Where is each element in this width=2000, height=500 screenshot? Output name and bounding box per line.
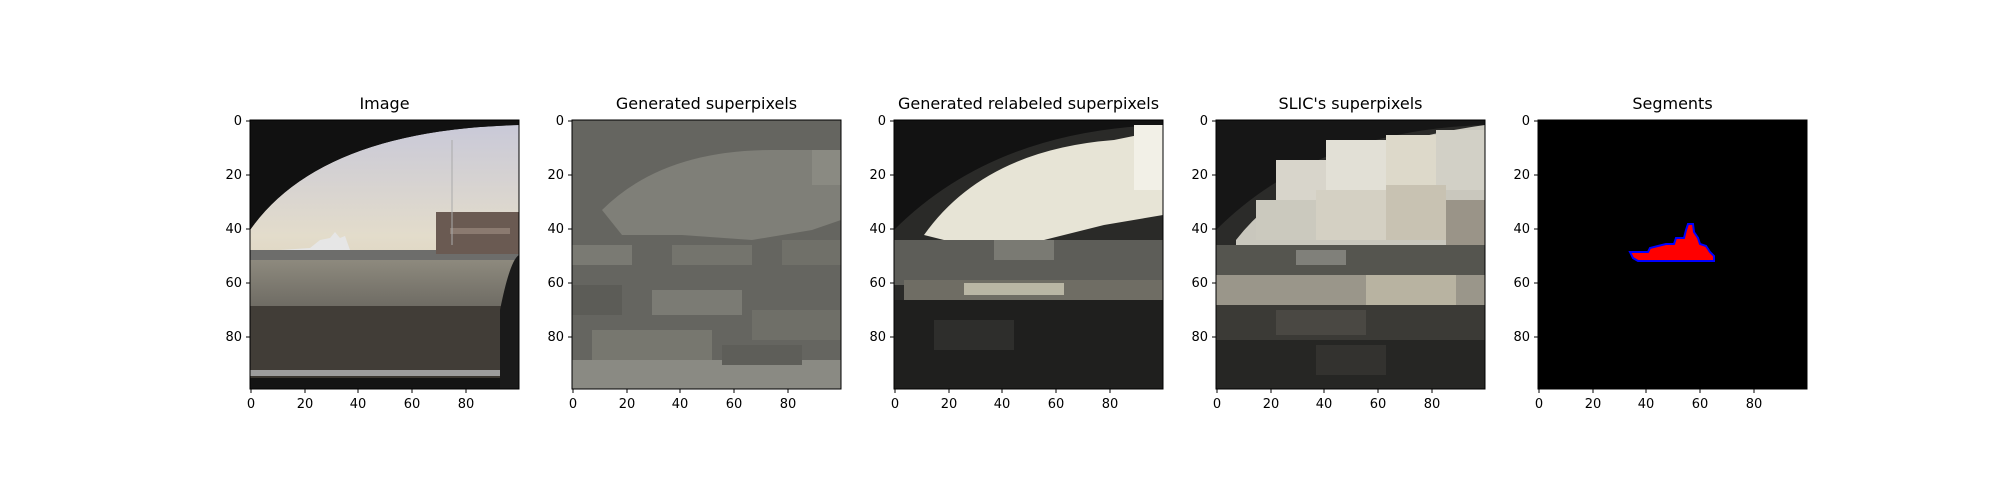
x-axis: 0 20 40 60 80 — [891, 389, 1118, 412]
x-tick-label: 40 — [350, 397, 367, 412]
y-tick-label: 40 — [1513, 222, 1530, 237]
y-tick-label: 40 — [1191, 222, 1208, 237]
superpixel-map — [894, 120, 1163, 389]
x-tick-label: 40 — [1638, 397, 1655, 412]
y-tick-label: 0 — [556, 114, 564, 129]
boat-segment — [1628, 223, 1715, 262]
y-tick-label: 80 — [1513, 330, 1530, 345]
y-axis: 0 20 40 60 80 — [869, 114, 894, 345]
panel-title: Generated relabeled superpixels — [897, 94, 1160, 113]
x-tick-label: 80 — [780, 397, 797, 412]
y-tick-label: 60 — [869, 276, 886, 291]
x-axis: 0 20 40 60 80 — [1535, 389, 1762, 412]
relabeled-superpixels-plot: 0 20 40 60 80 0 20 40 60 80 — [869, 114, 1164, 412]
y-tick-label: 20 — [547, 168, 564, 183]
x-axis: 0 20 40 60 80 — [569, 389, 796, 412]
y-tick-label: 0 — [1200, 114, 1208, 129]
y-tick-label: 60 — [1513, 276, 1530, 291]
y-axis: 0 20 40 60 80 — [547, 114, 572, 345]
x-tick-label: 0 — [1535, 397, 1543, 412]
x-axis: 0 20 40 60 80 — [247, 389, 474, 412]
x-tick-label: 0 — [569, 397, 577, 412]
panel-generated-superpixels: Generated superpixels 0 20 40 — [522, 0, 842, 500]
generated-superpixels-plot: 0 20 40 60 80 0 20 40 60 80 — [547, 114, 842, 412]
x-tick-label: 0 — [1213, 397, 1221, 412]
panel-title: Image — [359, 94, 410, 113]
y-tick-label: 20 — [1191, 168, 1208, 183]
y-tick-label: 0 — [1522, 114, 1530, 129]
superpixel-map — [572, 120, 841, 389]
axes-frame — [1215, 119, 1486, 390]
x-tick-label: 60 — [726, 397, 743, 412]
photo — [250, 120, 519, 389]
y-axis: 0 20 40 60 80 — [1513, 114, 1538, 345]
axes-frame — [1537, 119, 1808, 390]
x-tick-label: 40 — [994, 397, 1011, 412]
y-tick-label: 40 — [225, 222, 242, 237]
axes-frame — [571, 119, 842, 390]
y-tick-label: 60 — [1191, 276, 1208, 291]
panel-segments: Segments 0 20 40 60 80 0 20 40 60 80 — [1488, 0, 1808, 500]
panel-slic-superpixels: SLIC's superpixels — [1166, 0, 1486, 500]
y-tick-label: 80 — [225, 330, 242, 345]
y-axis: 0 20 40 60 80 — [225, 114, 250, 345]
x-tick-label: 80 — [1424, 397, 1441, 412]
y-tick-label: 0 — [234, 114, 242, 129]
y-tick-label: 80 — [1191, 330, 1208, 345]
y-tick-label: 0 — [878, 114, 886, 129]
x-tick-label: 60 — [1048, 397, 1065, 412]
x-tick-label: 40 — [1316, 397, 1333, 412]
x-tick-label: 20 — [1263, 397, 1280, 412]
x-axis: 0 20 40 60 80 — [1213, 389, 1440, 412]
axes-frame — [893, 119, 1164, 390]
x-tick-label: 40 — [672, 397, 689, 412]
x-tick-label: 0 — [891, 397, 899, 412]
x-tick-label: 80 — [458, 397, 475, 412]
x-tick-label: 0 — [247, 397, 255, 412]
y-tick-label: 40 — [869, 222, 886, 237]
panel-title: SLIC's superpixels — [1278, 94, 1423, 113]
y-tick-label: 60 — [225, 276, 242, 291]
x-tick-label: 80 — [1102, 397, 1119, 412]
panel-image: Image — [200, 0, 520, 500]
y-tick-label: 20 — [225, 168, 242, 183]
panel-generated-relabeled-superpixels: Generated relabeled superpixels 0 20 40 … — [844, 0, 1164, 500]
y-tick-label: 20 — [869, 168, 886, 183]
x-tick-label: 20 — [941, 397, 958, 412]
superpixel-map — [1216, 120, 1485, 389]
panel-title: Generated superpixels — [615, 94, 798, 113]
y-axis: 0 20 40 60 80 — [1191, 114, 1216, 345]
y-tick-label: 80 — [869, 330, 886, 345]
y-tick-label: 40 — [547, 222, 564, 237]
y-tick-label: 20 — [1513, 168, 1530, 183]
x-tick-label: 20 — [1585, 397, 1602, 412]
slic-superpixels-plot: 0 20 40 60 80 0 20 40 60 80 — [1191, 114, 1486, 412]
segments-plot: 0 20 40 60 80 0 20 40 60 80 — [1513, 114, 1808, 412]
image-plot: 0 20 40 60 80 0 20 40 60 80 — [225, 114, 520, 412]
x-tick-label: 60 — [404, 397, 421, 412]
axes-frame — [249, 119, 520, 390]
x-tick-label: 80 — [1746, 397, 1763, 412]
panel-title: Segments — [1632, 94, 1713, 113]
x-tick-label: 60 — [1692, 397, 1709, 412]
x-tick-label: 20 — [297, 397, 314, 412]
y-tick-label: 60 — [547, 276, 564, 291]
x-tick-label: 60 — [1370, 397, 1387, 412]
x-tick-label: 20 — [619, 397, 636, 412]
y-tick-label: 80 — [547, 330, 564, 345]
